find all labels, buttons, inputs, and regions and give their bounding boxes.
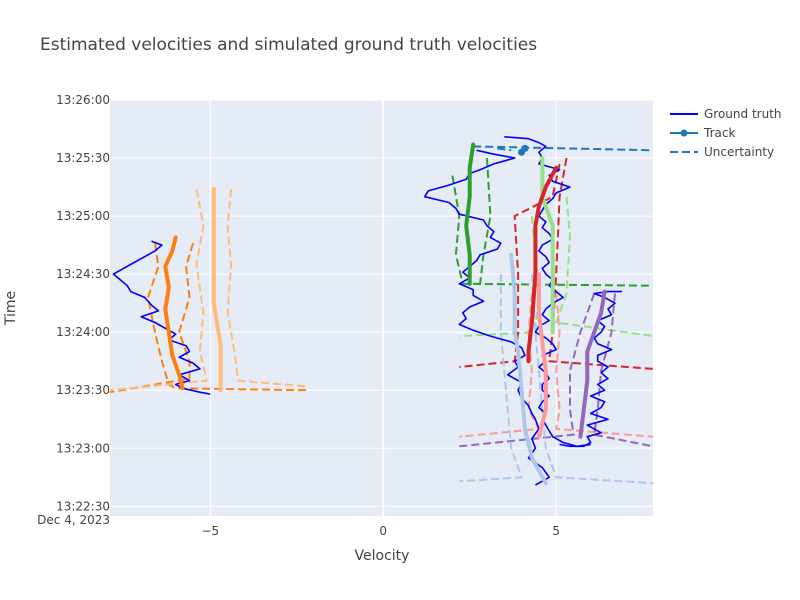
uncertainty-line bbox=[593, 293, 654, 448]
y-tick-label: 13:25:30 bbox=[56, 151, 110, 165]
uncertainty-line bbox=[473, 145, 654, 152]
uncertainty-line bbox=[555, 293, 654, 438]
track-line bbox=[509, 252, 548, 486]
plot-area bbox=[110, 100, 653, 516]
uncertainty-line bbox=[451, 175, 654, 287]
uncertainty-line bbox=[497, 147, 512, 152]
y-tick-label: 13:23:30 bbox=[56, 383, 110, 397]
track-line bbox=[464, 142, 476, 286]
uncertainty-line bbox=[459, 293, 596, 448]
y-axis-title: Time bbox=[3, 291, 19, 326]
x-tick-label: 0 bbox=[379, 524, 387, 538]
data-layer bbox=[109, 136, 654, 486]
track-marker bbox=[518, 148, 526, 156]
ground-truth-line bbox=[559, 290, 622, 448]
y-tick-label: 13:26:00 bbox=[56, 93, 110, 107]
legend[interactable]: Ground truth Track Uncertainty bbox=[670, 107, 782, 159]
x-tick-label: −5 bbox=[201, 524, 219, 538]
legend-label: Uncertainty bbox=[704, 145, 774, 159]
grid bbox=[110, 99, 653, 516]
y-tick-label: 13:22:30 bbox=[56, 499, 110, 513]
track-line bbox=[536, 272, 548, 439]
ground-truth-line bbox=[423, 149, 550, 486]
x-axis-title: Velocity bbox=[355, 548, 410, 564]
tick-labels: 13:22:30 13:23:00 13:23:30 13:24:00 13:24:30… bbox=[56, 93, 560, 538]
track-line bbox=[578, 289, 607, 439]
legend-label: Track bbox=[703, 126, 735, 140]
chart-title: Estimated velocities and simulated groun… bbox=[40, 35, 537, 55]
track-line bbox=[540, 156, 555, 335]
legend-label: Ground truth bbox=[704, 107, 782, 121]
y-tick-label: 13:24:00 bbox=[56, 325, 110, 339]
y-tick-label: 13:24:30 bbox=[56, 267, 110, 281]
y-tick-label: 13:25:00 bbox=[56, 209, 110, 223]
uncertainty-line bbox=[109, 242, 194, 394]
legend-marker-track bbox=[680, 129, 688, 137]
legend-item-track[interactable]: Track bbox=[670, 126, 735, 140]
uncertainty-line bbox=[459, 274, 523, 483]
track-line bbox=[211, 187, 223, 393]
uncertainty-line bbox=[109, 188, 209, 392]
uncertainty-line bbox=[146, 243, 308, 392]
y-tick-label: 13:23:00 bbox=[56, 441, 110, 455]
track-line bbox=[526, 165, 559, 364]
legend-item-uncertainty[interactable]: Uncertainty bbox=[670, 145, 774, 159]
x-tick-label: 5 bbox=[552, 524, 560, 538]
legend-item-ground-truth[interactable]: Ground truth bbox=[670, 107, 782, 121]
uncertainty-line bbox=[226, 188, 308, 388]
track-line bbox=[163, 235, 185, 391]
uncertainty-line bbox=[554, 196, 654, 338]
y-date-label: Dec 4, 2023 bbox=[37, 513, 110, 527]
ground-truth-line bbox=[112, 240, 211, 395]
uncertainty-line bbox=[479, 157, 492, 284]
